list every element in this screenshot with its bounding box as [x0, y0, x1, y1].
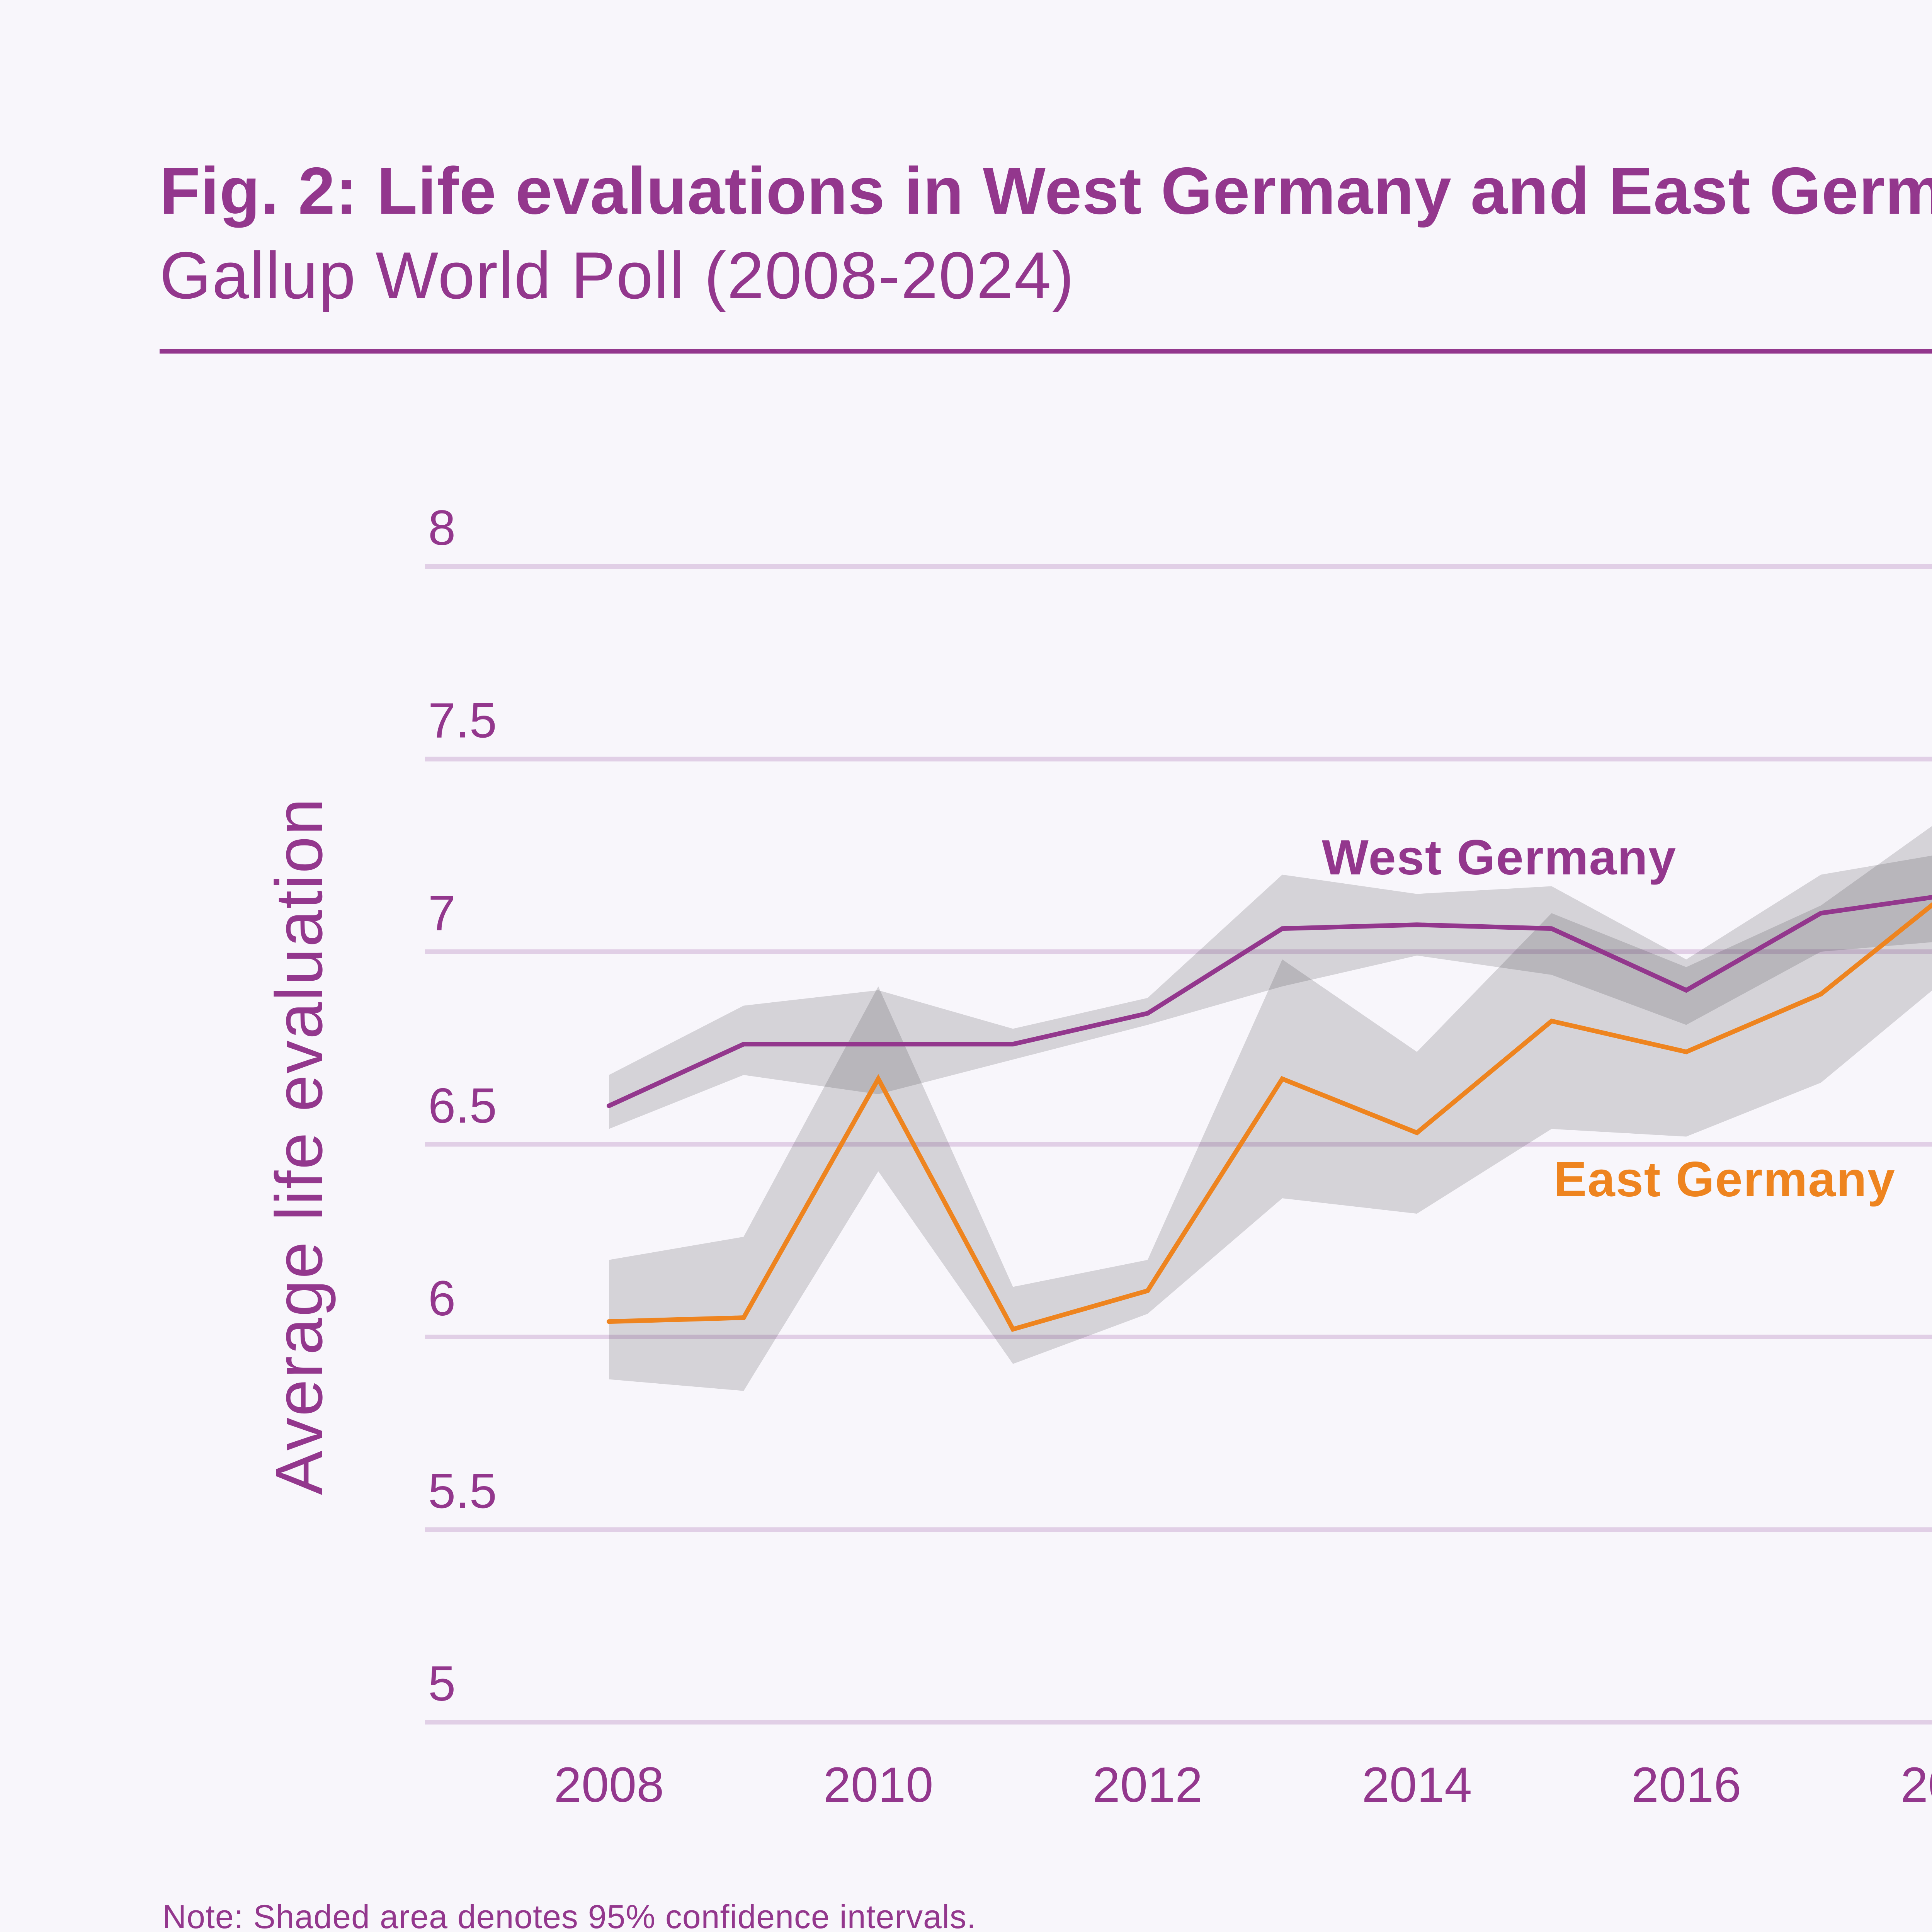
x-tick-label: 2018	[1901, 1757, 1932, 1813]
y-tick-label: 7.5	[428, 693, 497, 748]
y-tick-labels: 5 5.5 6 6.5 7 7.5 8	[428, 500, 497, 1711]
x-tick-label: 2010	[823, 1757, 934, 1813]
x-tick-label: 2008	[554, 1757, 664, 1813]
x-tick-label: 2014	[1362, 1757, 1472, 1813]
footnote-note: Note: Shaded area denotes 95% confidence…	[162, 1898, 976, 1932]
series-label-west-germany: West Germany	[1322, 830, 1677, 885]
confidence-bands	[609, 826, 1932, 1391]
y-tick-label: 7	[428, 886, 456, 941]
y-tick-label: 6	[428, 1271, 456, 1326]
y-tick-label: 5	[428, 1656, 456, 1711]
x-tick-labels: 200820102012201420162018202020222024	[554, 1757, 1932, 1813]
series-label-east-germany: East Germany	[1554, 1152, 1896, 1207]
x-tick-label: 2012	[1093, 1757, 1203, 1813]
chart-title: Fig. 2: Life evaluations in West Germany…	[160, 154, 1932, 228]
gridlines	[425, 564, 1932, 1725]
header-divider	[160, 349, 1932, 354]
x-tick-label: 2016	[1631, 1757, 1742, 1813]
confidence-band-west	[609, 855, 1932, 1129]
series-lines	[607, 895, 1932, 1332]
y-tick-label: 6.5	[428, 1078, 497, 1134]
y-tick-label: 5.5	[428, 1464, 497, 1519]
y-tick-label: 8	[428, 500, 456, 556]
y-axis-label: Average life evaluation	[262, 797, 336, 1495]
confidence-band-east	[609, 826, 1932, 1391]
chart-subtitle: Gallup World Poll (2008-2024)	[160, 238, 1075, 313]
